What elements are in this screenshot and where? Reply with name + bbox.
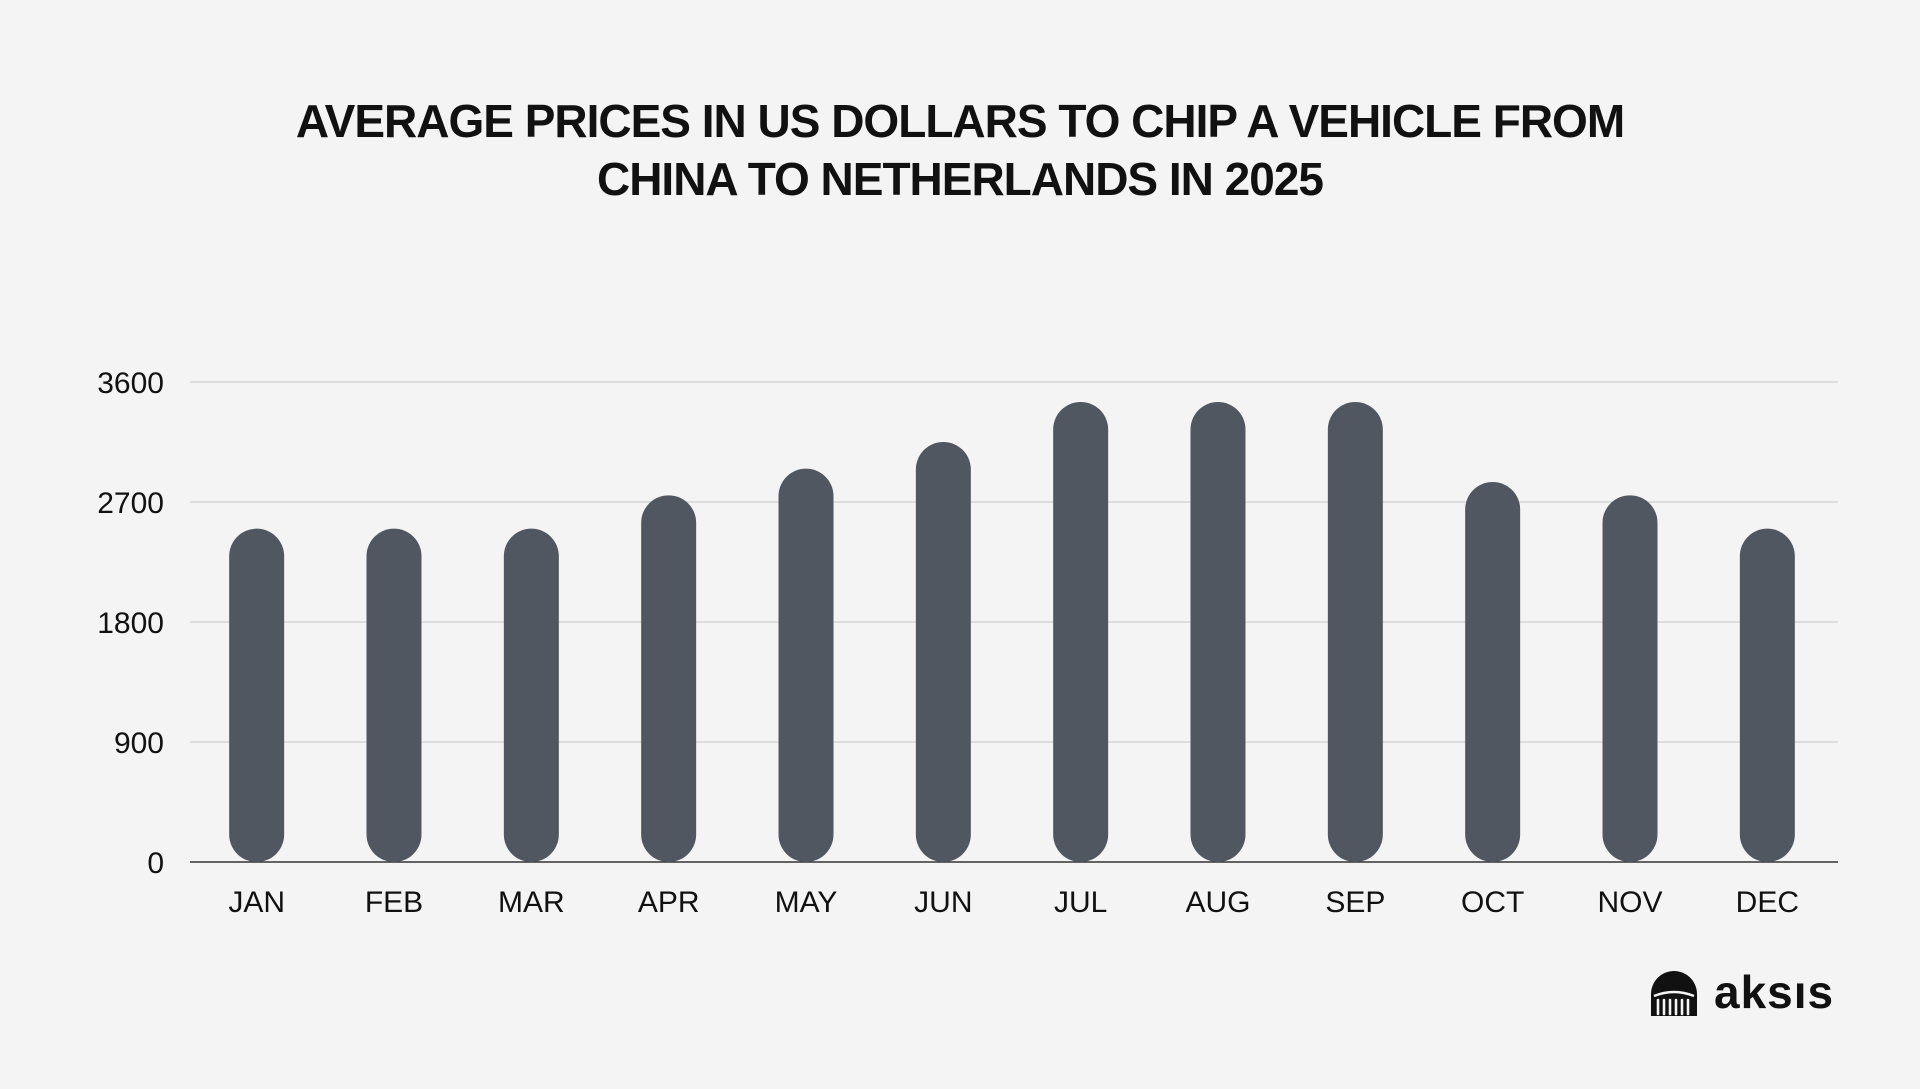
x-tick-label: DEC	[1736, 886, 1799, 919]
y-tick-label: 1800	[97, 607, 164, 640]
bar-mar	[503, 528, 559, 862]
bar-jan	[229, 528, 285, 862]
chart-title: AVERAGE PRICES IN US DOLLARS TO CHIP A V…	[0, 92, 1920, 208]
x-tick-label: JUL	[1054, 886, 1107, 919]
bar-oct	[1465, 482, 1521, 862]
brand-logo: aksıs	[1648, 964, 1834, 1020]
logo-text: aksıs	[1714, 966, 1835, 1018]
x-tick-label: MAR	[498, 886, 565, 919]
chart-title-line-2: CHINA TO NETHERLANDS IN 2025	[596, 153, 1324, 205]
x-tick-label: JUN	[914, 886, 972, 919]
x-tick-label: SEP	[1325, 886, 1385, 919]
bar-jun	[915, 442, 971, 862]
bar-jul	[1053, 402, 1109, 862]
x-tick-label: APR	[638, 886, 700, 919]
bar-aug	[1190, 402, 1246, 862]
bar-apr	[641, 495, 697, 862]
bar-may	[778, 468, 834, 862]
x-axis-ticks: JAN FEB MAR APR MAY JUN JUL AUG SEP OCT NOV DEC	[228, 886, 1799, 919]
x-tick-label: NOV	[1597, 886, 1662, 919]
aksis-logo-icon	[1651, 971, 1697, 1016]
y-tick-label: 900	[114, 727, 164, 760]
bar-dec	[1739, 528, 1795, 862]
bar-nov	[1602, 495, 1658, 862]
chart-title-line-1: AVERAGE PRICES IN US DOLLARS TO CHIP A V…	[295, 95, 1625, 147]
y-tick-label: 0	[147, 847, 164, 880]
y-tick-label: 2700	[97, 487, 164, 520]
y-tick-label: 3600	[97, 367, 164, 400]
x-tick-label: JAN	[228, 886, 285, 919]
x-tick-label: AUG	[1185, 886, 1250, 919]
x-tick-label: MAY	[775, 886, 838, 919]
y-axis-ticks: 0 900 1800 2700 3600	[97, 367, 164, 880]
bar-feb	[366, 528, 422, 862]
x-tick-label: OCT	[1461, 886, 1524, 919]
bars	[229, 402, 1795, 862]
grid-lines	[190, 381, 1838, 863]
bar-sep	[1327, 402, 1383, 862]
x-tick-label: FEB	[365, 886, 423, 919]
